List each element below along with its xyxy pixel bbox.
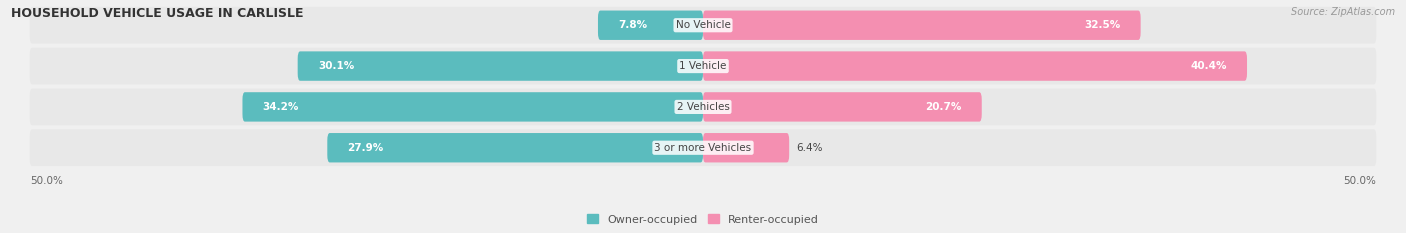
FancyBboxPatch shape [703, 133, 789, 162]
Text: 7.8%: 7.8% [619, 20, 647, 30]
Text: 32.5%: 32.5% [1084, 20, 1121, 30]
Text: Source: ZipAtlas.com: Source: ZipAtlas.com [1291, 7, 1395, 17]
FancyBboxPatch shape [30, 7, 1376, 44]
Text: 50.0%: 50.0% [1343, 175, 1376, 185]
Text: 50.0%: 50.0% [30, 175, 63, 185]
Text: 2 Vehicles: 2 Vehicles [676, 102, 730, 112]
FancyBboxPatch shape [328, 133, 703, 162]
Text: HOUSEHOLD VEHICLE USAGE IN CARLISLE: HOUSEHOLD VEHICLE USAGE IN CARLISLE [11, 7, 304, 20]
Text: 40.4%: 40.4% [1191, 61, 1227, 71]
FancyBboxPatch shape [30, 129, 1376, 166]
Text: 3 or more Vehicles: 3 or more Vehicles [654, 143, 752, 153]
Text: 1 Vehicle: 1 Vehicle [679, 61, 727, 71]
Text: 27.9%: 27.9% [347, 143, 384, 153]
Text: 20.7%: 20.7% [925, 102, 962, 112]
FancyBboxPatch shape [703, 92, 981, 122]
Text: 30.1%: 30.1% [318, 61, 354, 71]
Text: 6.4%: 6.4% [796, 143, 823, 153]
FancyBboxPatch shape [703, 51, 1247, 81]
Text: 34.2%: 34.2% [263, 102, 299, 112]
FancyBboxPatch shape [703, 10, 1140, 40]
Legend: Owner-occupied, Renter-occupied: Owner-occupied, Renter-occupied [582, 210, 824, 229]
FancyBboxPatch shape [30, 89, 1376, 125]
Text: No Vehicle: No Vehicle [675, 20, 731, 30]
FancyBboxPatch shape [30, 48, 1376, 84]
FancyBboxPatch shape [298, 51, 703, 81]
FancyBboxPatch shape [598, 10, 703, 40]
FancyBboxPatch shape [242, 92, 703, 122]
